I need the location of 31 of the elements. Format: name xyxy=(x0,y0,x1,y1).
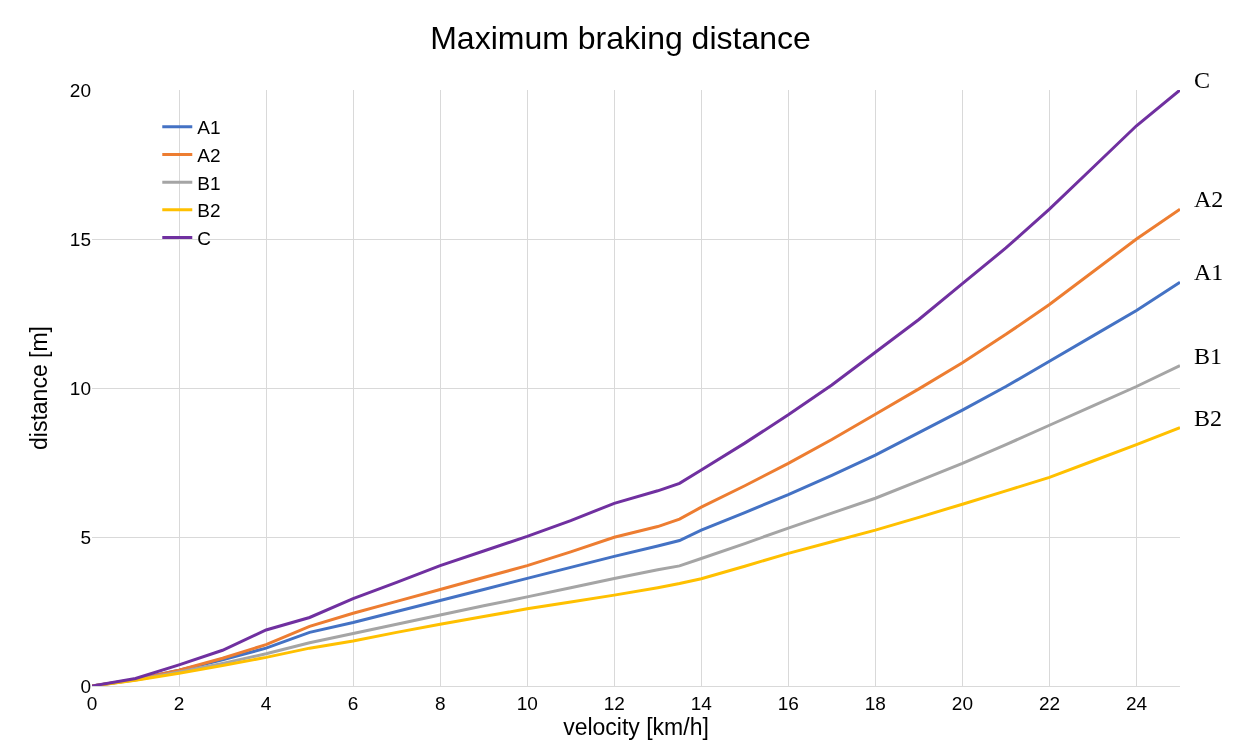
chart-title: Maximum braking distance xyxy=(430,19,811,56)
x-tick-label: 16 xyxy=(777,692,799,714)
legend-label: A1 xyxy=(197,117,221,139)
y-axis-title: distance [m] xyxy=(26,326,53,450)
legend-label: B2 xyxy=(197,200,221,222)
x-tick-label: 10 xyxy=(516,692,538,714)
legend-label: C xyxy=(197,227,212,249)
y-tick-label: 15 xyxy=(69,228,91,250)
y-tick-label: 10 xyxy=(69,377,91,399)
y-tick-label: 20 xyxy=(69,79,91,101)
x-tick-label: 22 xyxy=(1038,692,1061,714)
text: B2 xyxy=(1194,405,1223,431)
x-tick-label: 18 xyxy=(864,692,886,714)
x-tick-label: 8 xyxy=(434,692,446,714)
x-tick-label: 12 xyxy=(603,692,625,714)
legend-label: A2 xyxy=(197,144,221,166)
x-tick-label: 24 xyxy=(1125,692,1148,714)
y-tick-label: 0 xyxy=(80,675,91,697)
x-tick-label: 14 xyxy=(690,692,713,714)
x-tick-label: 2 xyxy=(173,692,185,714)
text: A1 xyxy=(1194,259,1224,285)
x-tick-label: 6 xyxy=(347,692,359,714)
text: A2 xyxy=(1194,186,1224,212)
text: B1 xyxy=(1194,343,1223,369)
y-tick-label: 5 xyxy=(80,526,91,548)
x-tick-label: 4 xyxy=(260,692,272,714)
line-series xyxy=(92,90,1180,686)
x-axis-title: velocity [km/h] xyxy=(563,714,709,741)
x-tick-label: 20 xyxy=(951,692,973,714)
text: C xyxy=(1194,67,1211,93)
legend-label: B1 xyxy=(197,172,221,194)
